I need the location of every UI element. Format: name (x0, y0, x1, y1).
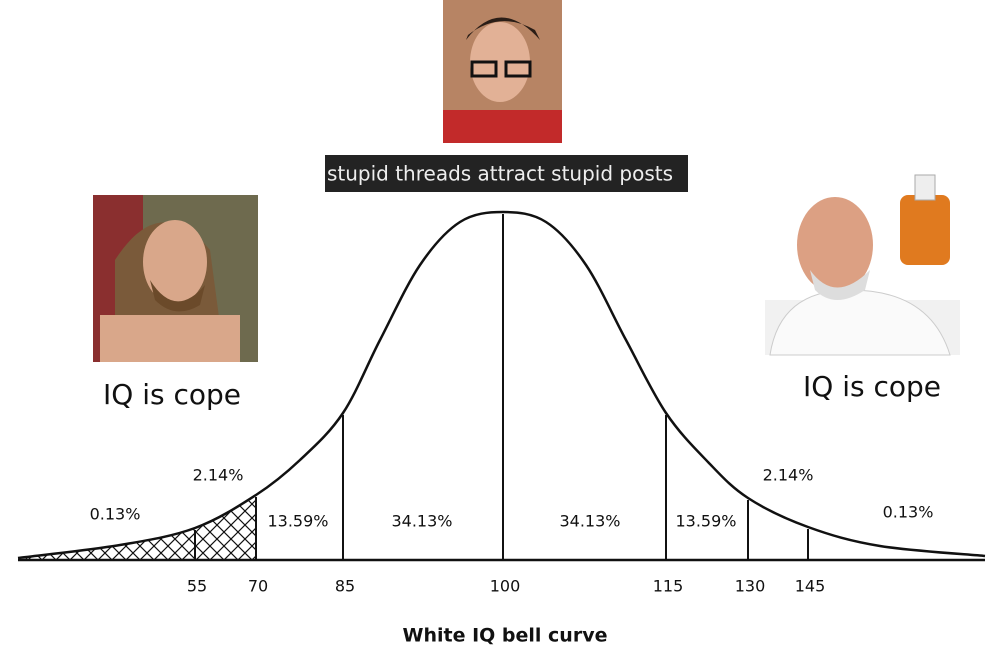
bell-curve: 55 70 85 100 115 130 145 0.13% 2.14% 13.59% 34.13%… (17, 210, 986, 596)
segment-label: 0.13% (90, 505, 141, 524)
photo-right (765, 174, 960, 356)
tick-label: 100 (490, 577, 521, 596)
tick-label: 130 (735, 577, 766, 596)
tick-label: 115 (653, 577, 684, 596)
banner-text: stupid threads attract stupid posts (327, 162, 673, 186)
segment-label: 2.14% (763, 466, 814, 485)
left-caption: IQ is cope (103, 378, 241, 411)
photo-top (443, 0, 562, 143)
segment-label: 13.59% (267, 512, 328, 531)
banner-box (325, 155, 688, 192)
tick-label: 145 (795, 577, 826, 596)
tick-label: 55 (187, 577, 207, 596)
segment-label: 34.13% (559, 512, 620, 531)
segment-label: 2.14% (193, 466, 244, 485)
curve-title: White IQ bell curve (403, 625, 608, 647)
hatched-tail (18, 495, 256, 560)
right-caption: IQ is cope (803, 370, 941, 403)
curve-line (17, 210, 986, 560)
segment-label: 34.13% (391, 512, 452, 531)
photo-left (93, 195, 258, 362)
tick-label: 85 (335, 577, 355, 596)
segment-label: 0.13% (883, 503, 934, 522)
segment-label: 13.59% (675, 512, 736, 531)
tick-label: 70 (248, 577, 268, 596)
